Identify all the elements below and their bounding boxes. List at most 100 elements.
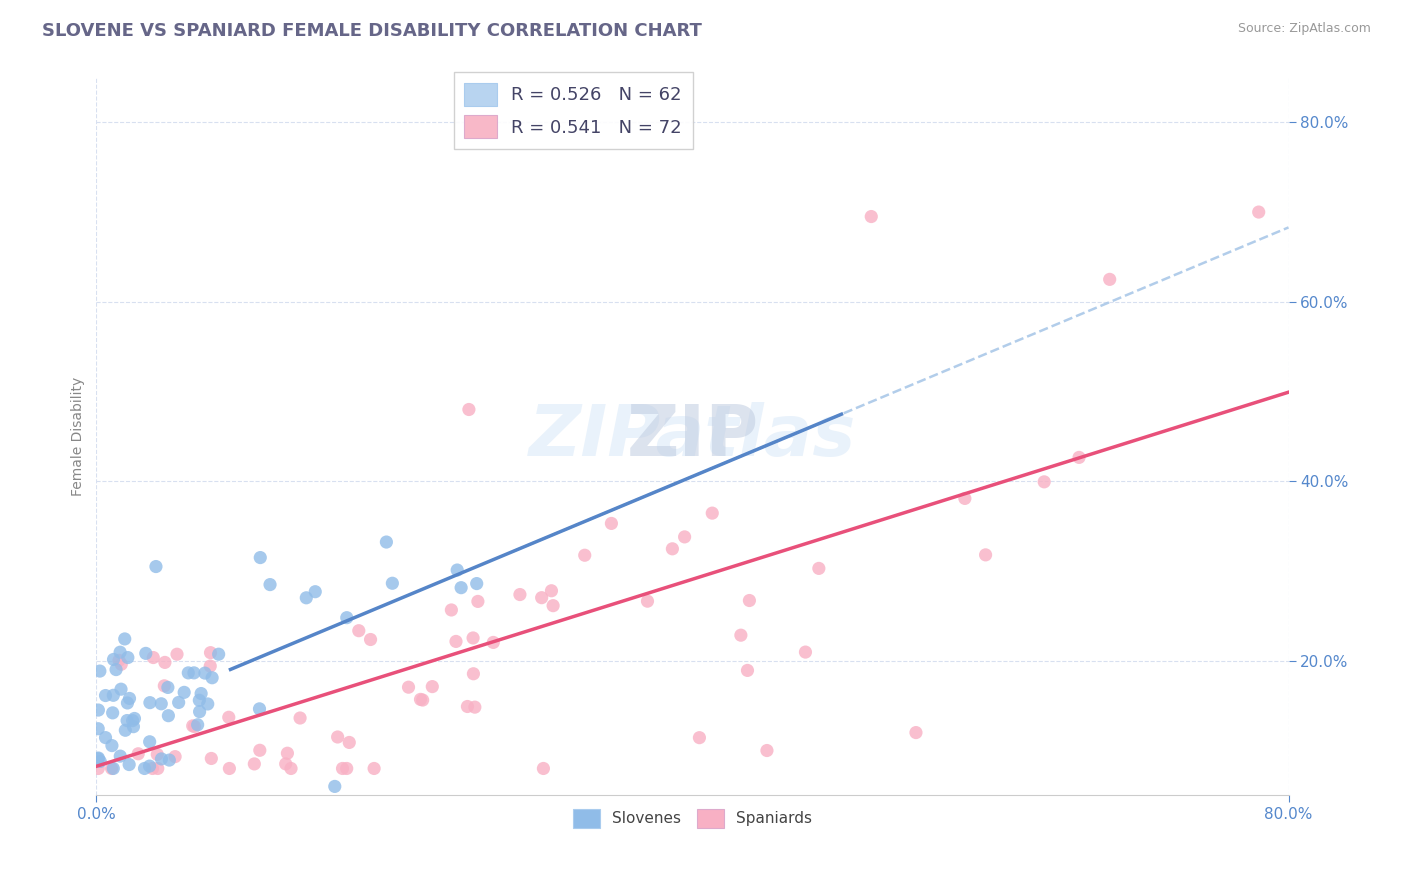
Point bbox=[122, 720, 145, 734]
Point bbox=[336, 610, 359, 624]
Point bbox=[115, 714, 138, 728]
Point bbox=[249, 702, 271, 716]
Point bbox=[87, 762, 110, 776]
Point bbox=[194, 666, 217, 681]
Point bbox=[730, 628, 752, 642]
Point bbox=[118, 757, 141, 772]
Point bbox=[89, 664, 111, 678]
Point bbox=[110, 657, 132, 672]
Point bbox=[1067, 450, 1090, 465]
Point bbox=[446, 563, 468, 577]
Point bbox=[398, 680, 420, 694]
Point bbox=[146, 747, 169, 762]
Point bbox=[337, 735, 360, 749]
Point bbox=[103, 688, 125, 702]
Point bbox=[127, 747, 149, 761]
Point bbox=[94, 689, 117, 703]
Point bbox=[108, 653, 131, 667]
Point bbox=[134, 762, 156, 776]
Point bbox=[114, 723, 136, 738]
Text: Source: ZipAtlas.com: Source: ZipAtlas.com bbox=[1237, 22, 1371, 36]
Point bbox=[363, 762, 385, 776]
Point bbox=[150, 697, 173, 711]
Text: ZIPatlas: ZIPatlas bbox=[529, 402, 856, 471]
Point bbox=[181, 719, 204, 733]
Point bbox=[482, 635, 505, 649]
Point bbox=[661, 541, 683, 556]
Point bbox=[531, 762, 554, 776]
Point bbox=[87, 722, 110, 736]
Point bbox=[145, 559, 167, 574]
Point bbox=[200, 751, 222, 765]
Point bbox=[110, 749, 132, 764]
Point bbox=[201, 671, 224, 685]
Point bbox=[1098, 272, 1121, 286]
Point bbox=[135, 646, 157, 660]
Point bbox=[288, 711, 311, 725]
Point bbox=[375, 535, 398, 549]
Point bbox=[807, 561, 830, 575]
Point bbox=[87, 752, 110, 766]
Point bbox=[509, 588, 531, 602]
Point bbox=[138, 759, 160, 773]
Point bbox=[540, 583, 562, 598]
Point bbox=[464, 700, 486, 714]
Point bbox=[336, 762, 359, 776]
Point bbox=[100, 762, 122, 776]
Point bbox=[259, 577, 281, 591]
Point bbox=[150, 752, 173, 766]
Text: ZIP: ZIP bbox=[626, 402, 759, 471]
Point bbox=[249, 743, 271, 757]
Point bbox=[574, 548, 596, 562]
Point bbox=[173, 685, 195, 699]
Point bbox=[249, 550, 271, 565]
Point bbox=[200, 659, 222, 673]
Point bbox=[188, 693, 211, 707]
Point bbox=[121, 714, 143, 728]
Point bbox=[420, 680, 443, 694]
Point bbox=[347, 624, 370, 638]
Point bbox=[139, 696, 162, 710]
Point bbox=[166, 647, 188, 661]
Point bbox=[360, 632, 382, 647]
Point bbox=[450, 581, 472, 595]
Point bbox=[103, 652, 125, 666]
Point bbox=[280, 762, 302, 776]
Point bbox=[904, 725, 927, 739]
Point bbox=[87, 703, 110, 717]
Point bbox=[146, 762, 169, 776]
Point bbox=[114, 632, 136, 646]
Point bbox=[177, 665, 200, 680]
Point bbox=[218, 762, 240, 776]
Point bbox=[794, 645, 817, 659]
Point bbox=[953, 491, 976, 506]
Point bbox=[117, 696, 139, 710]
Point bbox=[702, 506, 724, 520]
Point bbox=[304, 584, 326, 599]
Point bbox=[157, 708, 180, 723]
Point bbox=[87, 751, 110, 765]
Point bbox=[142, 650, 165, 665]
Point bbox=[200, 646, 222, 660]
Text: SLOVENE VS SPANIARD FEMALE DISABILITY CORRELATION CHART: SLOVENE VS SPANIARD FEMALE DISABILITY CO… bbox=[42, 22, 702, 40]
Point bbox=[243, 756, 266, 771]
Point bbox=[89, 755, 111, 769]
Point bbox=[153, 679, 176, 693]
Point bbox=[118, 691, 141, 706]
Point bbox=[530, 591, 553, 605]
Point bbox=[103, 762, 125, 776]
Point bbox=[108, 645, 131, 659]
Point bbox=[409, 692, 432, 706]
Point bbox=[156, 681, 179, 695]
Y-axis label: Female Disability: Female Disability bbox=[72, 376, 86, 496]
Point bbox=[157, 753, 180, 767]
Point bbox=[332, 762, 354, 776]
Point bbox=[440, 603, 463, 617]
Point bbox=[197, 697, 219, 711]
Point bbox=[141, 762, 163, 776]
Point bbox=[208, 647, 231, 661]
Point bbox=[673, 530, 696, 544]
Point bbox=[637, 594, 659, 608]
Point bbox=[101, 739, 124, 753]
Point bbox=[295, 591, 318, 605]
